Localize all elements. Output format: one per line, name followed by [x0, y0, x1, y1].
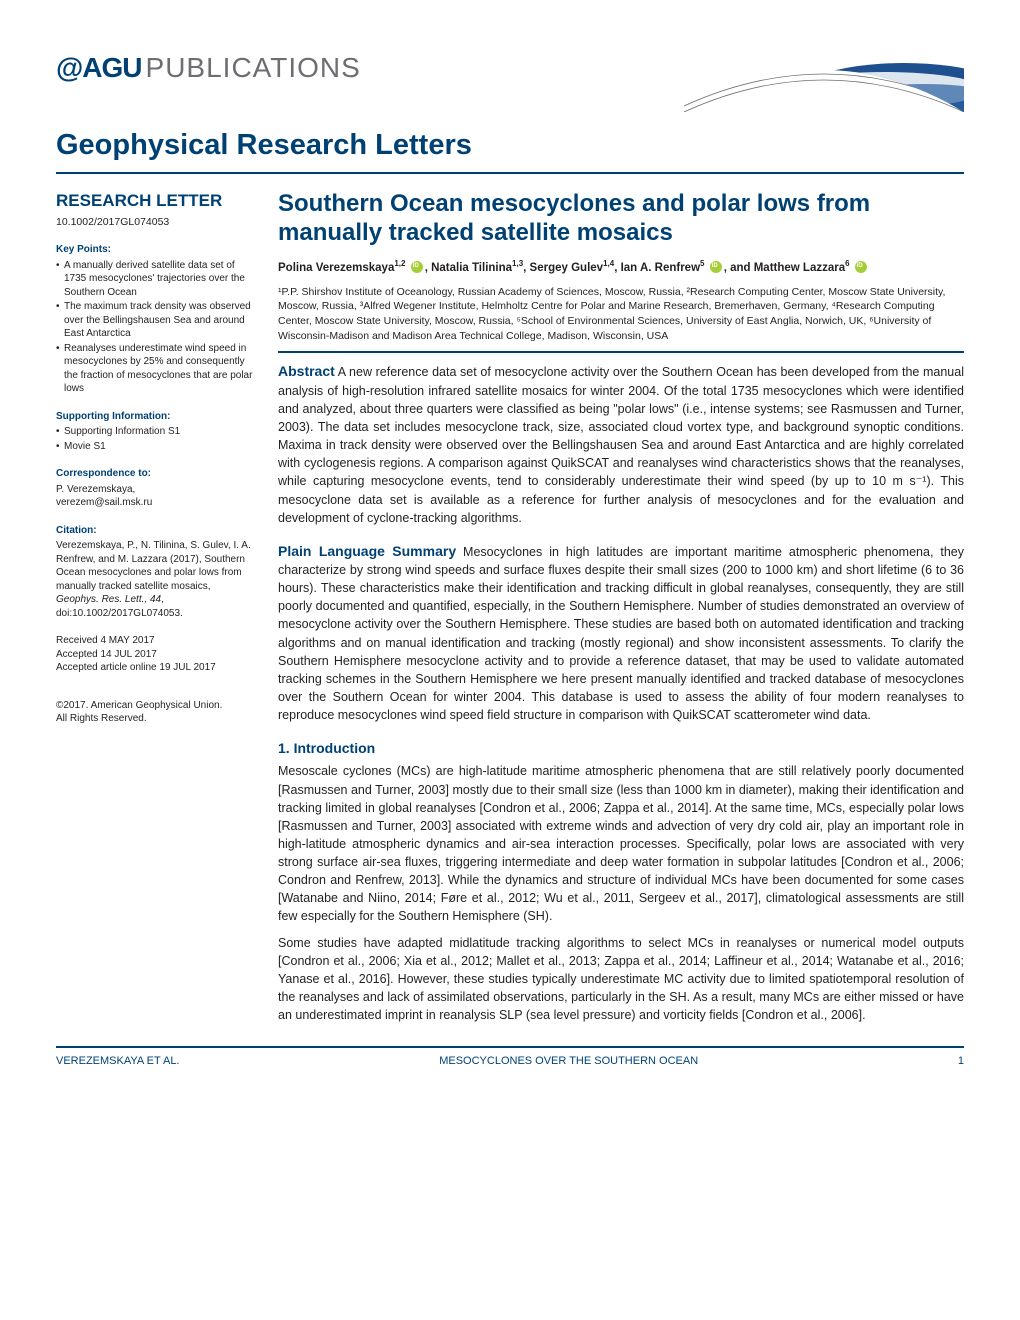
- publisher-logo: @AGU PUBLICATIONS: [56, 48, 361, 89]
- copyright-line-2: All Rights Reserved.: [56, 712, 254, 726]
- citation-text: Verezemskaya, P., N. Tilinina, S. Gulev,…: [56, 540, 251, 592]
- author-affil-sup: 5: [700, 259, 704, 268]
- key-points-list: A manually derived satellite data set of…: [56, 259, 254, 396]
- page-footer: VEREZEMSKAYA ET AL. MESOCYCLONES OVER TH…: [56, 1046, 964, 1070]
- affiliations: ¹P.P. Shirshov Institute of Oceanology, …: [278, 285, 964, 354]
- article-type-label: RESEARCH LETTER: [56, 190, 254, 213]
- correspondence-block: Correspondence to: P. Verezemskaya, vere…: [56, 467, 254, 510]
- pls-text: Mesocyclones in high latitudes are impor…: [278, 545, 964, 722]
- author-affil-sup: 1,3: [512, 259, 523, 268]
- supporting-heading: Supporting Information:: [56, 410, 254, 424]
- main-content: Southern Ocean mesocyclones and polar lo…: [278, 190, 964, 1032]
- footer-authors: VEREZEMSKAYA ET AL.: [56, 1054, 180, 1070]
- supporting-info-block: Supporting Information: Supporting Infor…: [56, 410, 254, 454]
- orcid-icon[interactable]: [710, 261, 722, 273]
- key-points-heading: Key Points:: [56, 243, 254, 257]
- copyright-line-1: ©2017. American Geophysical Union.: [56, 699, 254, 713]
- dates-block: Received 4 MAY 2017 Accepted 14 JUL 2017…: [56, 634, 254, 675]
- agu-publications-text: PUBLICATIONS: [146, 48, 361, 89]
- author-name: , and Matthew Lazzara: [724, 261, 845, 273]
- author-name: , Natalia Tilinina: [425, 261, 512, 273]
- page-header: @AGU PUBLICATIONS: [56, 48, 964, 112]
- copyright-block: ©2017. American Geophysical Union. All R…: [56, 699, 254, 726]
- agu-mark: @AGU: [56, 48, 142, 89]
- correspondence-email[interactable]: verezem@sail.msk.ru: [56, 496, 254, 510]
- authors-line: Polina Verezemskaya1,2 , Natalia Tilinin…: [278, 258, 964, 277]
- correspondence-heading: Correspondence to:: [56, 467, 254, 481]
- pls-label: Plain Language Summary: [278, 543, 456, 559]
- citation-volume: , 44: [144, 594, 161, 605]
- orcid-icon[interactable]: [855, 261, 867, 273]
- journal-title: Geophysical Research Letters: [56, 120, 964, 174]
- key-point-item: A manually derived satellite data set of…: [56, 259, 254, 300]
- supporting-item[interactable]: Supporting Information S1: [56, 425, 254, 439]
- abstract-label: Abstract: [278, 363, 335, 379]
- footer-page-number: 1: [958, 1054, 964, 1070]
- supporting-item[interactable]: Movie S1: [56, 440, 254, 454]
- plain-language-summary: Plain Language Summary Mesocyclones in h…: [278, 541, 964, 724]
- content-columns: RESEARCH LETTER 10.1002/2017GL074053 Key…: [56, 190, 964, 1032]
- abstract-text: A new reference data set of mesocyclone …: [278, 365, 964, 524]
- orcid-icon[interactable]: [411, 261, 423, 273]
- date-received: Received 4 MAY 2017: [56, 634, 254, 648]
- key-points-block: Key Points: A manually derived satellite…: [56, 243, 254, 396]
- author-affil-sup: 6: [845, 259, 849, 268]
- date-accepted: Accepted 14 JUL 2017: [56, 648, 254, 662]
- author-affil-sup: 1,2: [394, 259, 405, 268]
- footer-running-title: MESOCYCLONES OVER THE SOUTHERN OCEAN: [439, 1054, 698, 1070]
- author-name: , Ian A. Renfrew: [614, 261, 700, 273]
- author-name: , Sergey Gulev: [523, 261, 603, 273]
- key-point-item: Reanalyses underestimate wind speed in m…: [56, 342, 254, 396]
- intro-paragraph-1: Mesoscale cyclones (MCs) are high-latitu…: [278, 762, 964, 925]
- correspondence-name: P. Verezemskaya,: [56, 483, 254, 497]
- citation-heading: Citation:: [56, 524, 254, 538]
- abstract-paragraph: Abstract A new reference data set of mes…: [278, 361, 964, 526]
- author-name: Polina Verezemskaya: [278, 261, 394, 273]
- date-online: Accepted article online 19 JUL 2017: [56, 661, 254, 675]
- citation-block: Citation: Verezemskaya, P., N. Tilinina,…: [56, 524, 254, 621]
- sidebar: RESEARCH LETTER 10.1002/2017GL074053 Key…: [56, 190, 254, 1032]
- doi-text[interactable]: 10.1002/2017GL074053: [56, 215, 254, 229]
- supporting-list: Supporting Information S1 Movie S1: [56, 425, 254, 453]
- article-title: Southern Ocean mesocyclones and polar lo…: [278, 190, 964, 248]
- citation-journal: Geophys. Res. Lett.: [56, 594, 144, 605]
- author-affil-sup: 1,4: [603, 259, 614, 268]
- intro-paragraph-2: Some studies have adapted midlatitude tr…: [278, 934, 964, 1025]
- globe-decoration: [684, 48, 964, 112]
- key-point-item: The maximum track density was observed o…: [56, 300, 254, 341]
- section-title-introduction: 1. Introduction: [278, 738, 964, 758]
